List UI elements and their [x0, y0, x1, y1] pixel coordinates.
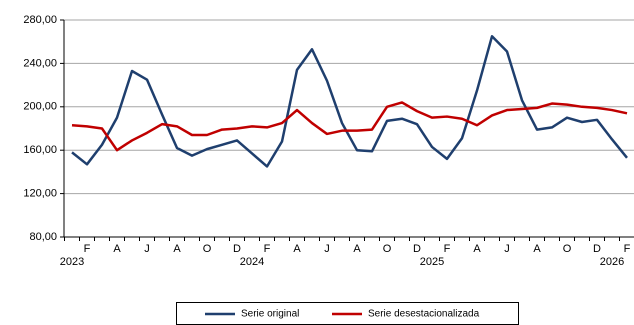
y-tick-label: 120,00	[23, 188, 57, 200]
x-tick-label: A	[113, 243, 121, 255]
x-tick-label: F	[444, 243, 451, 255]
legend-label: Serie desestacionalizada	[368, 309, 480, 320]
x-tick-label: O	[383, 243, 392, 255]
x-tick-label: F	[264, 243, 271, 255]
x-tick-label: J	[324, 243, 330, 255]
x-tick-label: A	[473, 243, 481, 255]
x-tick-label: J	[504, 243, 510, 255]
series-line	[71, 35, 628, 168]
x-tick-label: O	[563, 243, 572, 255]
x-tick-label: A	[533, 243, 541, 255]
x-tick-label: A	[173, 243, 181, 255]
x-tick-label: F	[624, 243, 631, 255]
year-label: 2025	[420, 256, 444, 268]
y-tick-label: 200,00	[23, 101, 57, 113]
y-tick-label: 240,00	[23, 57, 57, 69]
year-label: 2024	[240, 256, 264, 268]
year-label: 2026	[600, 256, 624, 268]
x-tick-label: D	[413, 243, 421, 255]
y-tick-label: 160,00	[23, 144, 57, 156]
year-label: 2023	[60, 256, 84, 268]
x-tick-label: A	[353, 243, 361, 255]
y-tick-label: 80,00	[29, 231, 57, 243]
x-tick-label: D	[233, 243, 241, 255]
y-tick-label: 280,00	[23, 14, 57, 26]
x-tick-label: D	[593, 243, 601, 255]
x-tick-label: A	[293, 243, 301, 255]
x-tick-label: F	[84, 243, 91, 255]
x-tick-label: J	[144, 243, 150, 255]
legend-label: Serie original	[241, 309, 299, 320]
series-line	[71, 101, 628, 152]
x-tick-label: O	[203, 243, 212, 255]
